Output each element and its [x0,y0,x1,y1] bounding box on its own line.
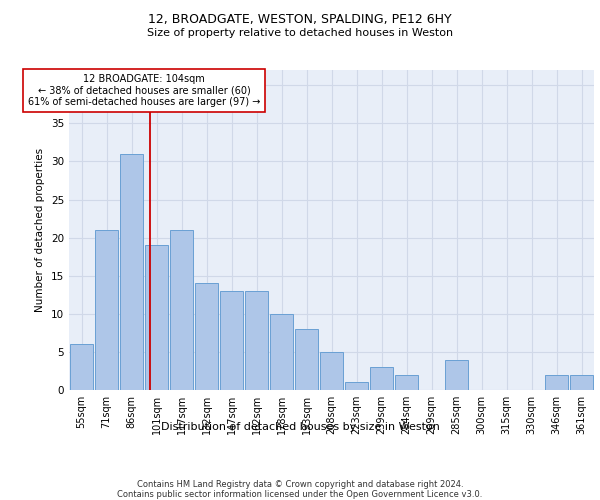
Bar [194,284,218,390]
Bar [569,375,593,390]
Bar [245,291,268,390]
Text: Contains HM Land Registry data © Crown copyright and database right 2024.
Contai: Contains HM Land Registry data © Crown c… [118,480,482,500]
Bar [295,329,319,390]
Y-axis label: Number of detached properties: Number of detached properties [35,148,46,312]
Bar [145,245,169,390]
Bar [545,375,568,390]
Text: Size of property relative to detached houses in Weston: Size of property relative to detached ho… [147,28,453,38]
Bar [320,352,343,390]
Bar [445,360,469,390]
Bar [370,367,394,390]
Text: Distribution of detached houses by size in Weston: Distribution of detached houses by size … [161,422,439,432]
Bar [220,291,244,390]
Bar [119,154,143,390]
Text: 12 BROADGATE: 104sqm
← 38% of detached houses are smaller (60)
61% of semi-detac: 12 BROADGATE: 104sqm ← 38% of detached h… [28,74,260,107]
Bar [395,375,418,390]
Bar [70,344,94,390]
Bar [95,230,118,390]
Bar [170,230,193,390]
Bar [269,314,293,390]
Text: 12, BROADGATE, WESTON, SPALDING, PE12 6HY: 12, BROADGATE, WESTON, SPALDING, PE12 6H… [148,12,452,26]
Bar [344,382,368,390]
